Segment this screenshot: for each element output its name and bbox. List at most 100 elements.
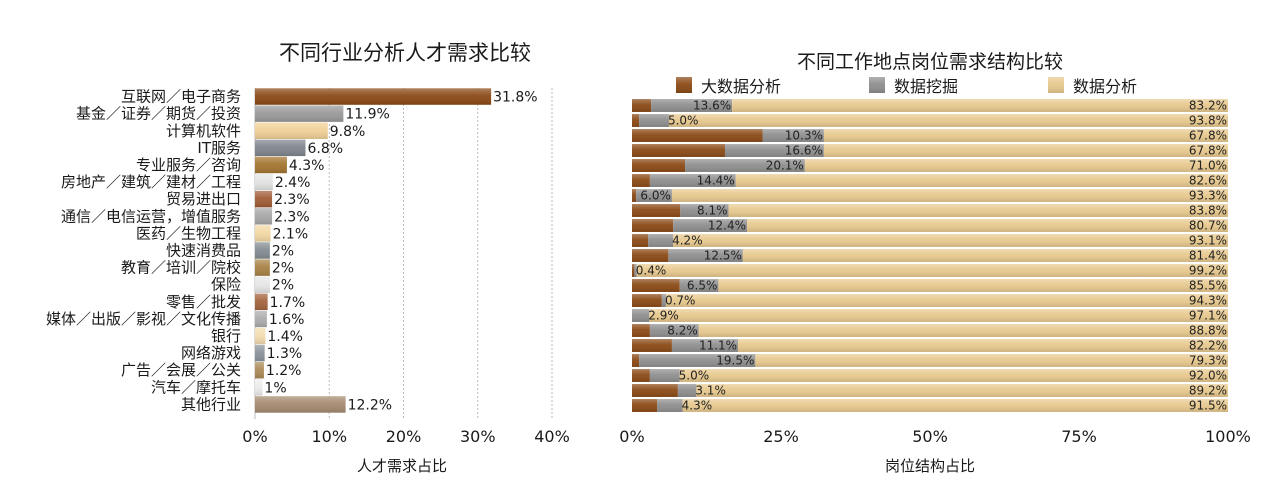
right-bar-segment-sheen [632, 189, 637, 202]
left-value-label: 2.3% [274, 209, 310, 225]
left-category-label: 其他行业 [181, 395, 241, 413]
right-mining-label: 12.4% [708, 219, 746, 233]
left-category-label: 房地产／建筑／建材／工程 [61, 173, 241, 191]
right-mining-label: 6.0% [640, 189, 671, 203]
left-value-label: 2% [272, 278, 294, 294]
right-analysis-label: 83.8% [1189, 204, 1227, 218]
right-bar-segment-sheen [632, 339, 672, 352]
left-category-label: 广告／会展／公关 [121, 361, 241, 379]
left-category-label: IT服务 [197, 139, 241, 157]
right-bar-segment-sheen [648, 234, 674, 247]
left-x-tick-label: 40% [534, 427, 570, 446]
legend-swatch-sheen [1048, 77, 1064, 93]
right-bar-segment-sheen [718, 279, 1228, 292]
right-analysis-label: 88.8% [1189, 324, 1227, 338]
right-chart-title: 不同工作地点岗位需求结构比较 [797, 51, 1063, 73]
legend-label: 数据分析 [1073, 77, 1137, 96]
right-bar-segment-sheen [682, 399, 1228, 412]
right-mining-label: 16.6% [785, 144, 823, 158]
right-analysis-label: 71.0% [1189, 159, 1227, 173]
left-chart-category-labels: 互联网／电子商务基金／证券／期货／投资计算机软件IT服务专业服务／咨询房地产／建… [46, 88, 241, 414]
right-analysis-label: 82.2% [1189, 339, 1227, 353]
right-bar-segment-sheen [632, 354, 640, 367]
right-bar-segment-sheen [632, 99, 652, 112]
left-value-label: 1.3% [267, 346, 303, 362]
right-bar-segment-sheen [636, 264, 1228, 277]
left-value-label: 1.6% [269, 312, 305, 328]
left-category-label: 教育／培训／院校 [121, 259, 241, 277]
left-bar-sheen [255, 105, 344, 122]
legend-swatch-sheen [676, 77, 692, 93]
left-value-label: 2% [272, 244, 294, 260]
right-mining-label: 4.2% [672, 234, 703, 248]
right-chart-x-ticks: 0% 25% 50% 75% 100% [619, 427, 1251, 446]
right-bar-segment-sheen [632, 384, 678, 397]
right-analysis-label: 82.6% [1189, 174, 1227, 188]
left-bar-sheen [255, 379, 263, 396]
right-bar-segment-sheen [634, 264, 637, 277]
right-analysis-label: 89.2% [1189, 384, 1227, 398]
right-analysis-label: 67.8% [1189, 129, 1227, 143]
left-x-tick-label: 30% [460, 427, 496, 446]
right-analysis-label: 81.4% [1189, 249, 1227, 263]
right-chart-bars [632, 99, 1228, 412]
right-x-tick-label: 50% [912, 427, 948, 446]
left-category-label: 媒体／出版／影视／文化传播 [46, 310, 241, 328]
left-bar-sheen [255, 310, 267, 328]
left-chart-bars [255, 88, 492, 413]
right-mining-label: 14.4% [697, 174, 735, 188]
right-bar-segment-sheen [649, 324, 699, 337]
legend-swatch-sheen [869, 77, 885, 93]
right-mining-label: 5.0% [668, 114, 699, 128]
right-analysis-label: 97.1% [1189, 309, 1227, 323]
left-chart-x-axis-label: 人才需求占比 [357, 457, 447, 475]
right-x-tick-label: 0% [619, 427, 644, 446]
left-bar-sheen [255, 156, 287, 174]
left-bar-sheen [255, 242, 270, 259]
left-category-label: 银行 [211, 327, 241, 345]
right-bar-segment-sheen [632, 249, 669, 262]
right-analysis-label: 93.3% [1189, 189, 1227, 203]
left-category-label: 保险 [211, 276, 241, 294]
left-chart-value-labels: 31.8%11.9%9.8%6.8%4.3%2.4%2.3%2.3%2.1%2%… [264, 90, 537, 414]
right-analysis-label: 93.8% [1189, 114, 1227, 128]
right-bar-segment-sheen [657, 399, 683, 412]
right-mining-label: 3.1% [695, 384, 726, 398]
right-bar-segment-sheen [632, 294, 662, 307]
right-mining-label: 2.9% [648, 309, 679, 323]
left-category-label: 通信／电信运营，增值服务 [61, 207, 241, 225]
right-bar-segment-sheen [735, 174, 1228, 187]
right-mining-label: 8.2% [667, 324, 698, 338]
right-bar-segment-sheen [632, 234, 649, 247]
left-value-label: 1.4% [267, 329, 303, 345]
right-analysis-label: 99.2% [1189, 264, 1227, 278]
right-bar-segment-sheen [632, 219, 674, 232]
right-bar-segment-sheen [639, 114, 669, 127]
left-x-tick-label: 0% [242, 427, 267, 446]
right-bar-segment-sheen [632, 159, 686, 172]
left-category-label: 互联网／电子商务 [121, 88, 241, 106]
right-bar-segment-sheen [649, 369, 680, 382]
right-bar-segment-sheen [668, 114, 1228, 127]
right-bar-segment-sheen [673, 234, 1228, 247]
left-value-label: 6.8% [307, 141, 343, 157]
left-x-tick-label: 10% [311, 427, 347, 446]
left-category-label: 汽车／摩托车 [151, 378, 241, 396]
right-mining-label: 20.1% [766, 159, 804, 173]
right-bar-segment-sheen [636, 189, 672, 202]
right-mining-label: 4.3% [682, 399, 713, 413]
left-value-label: 11.9% [345, 107, 389, 123]
right-bar-segment-sheen [677, 384, 697, 397]
right-bar-segment-sheen [632, 399, 658, 412]
left-category-label: 网络游戏 [181, 344, 241, 362]
right-mining-label: 13.6% [693, 99, 731, 113]
right-bar-segment-sheen [632, 174, 650, 187]
left-bar-sheen [255, 208, 273, 225]
right-bar-segment-sheen [632, 129, 763, 142]
left-bar-sheen [255, 122, 328, 139]
left-bar-sheen [255, 88, 492, 105]
right-bar-segment-sheen [661, 294, 666, 307]
left-chart-x-ticks: 0% 10% 20% 30% 40% [242, 427, 569, 446]
legend-label: 数据挖掘 [894, 77, 958, 96]
